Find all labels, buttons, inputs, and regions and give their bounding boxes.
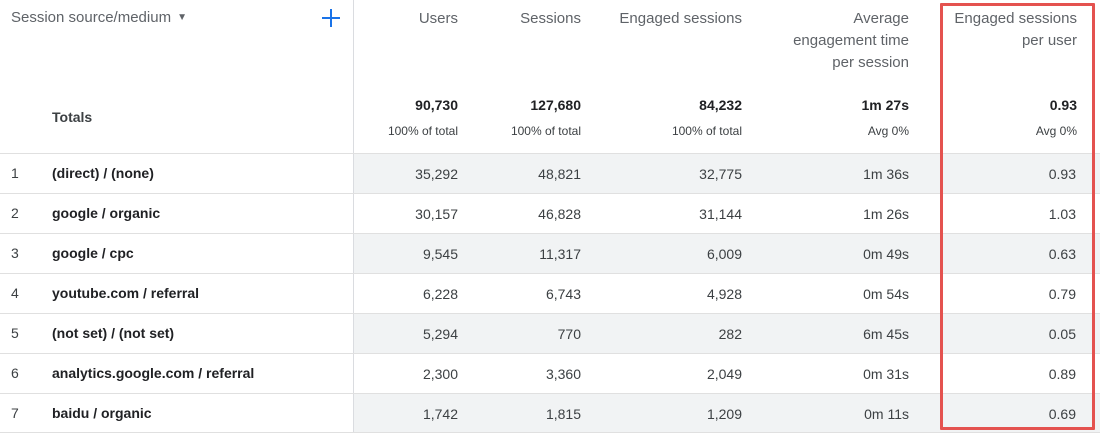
column-title: Average engagement time per session (793, 10, 909, 71)
column-title: Sessions (520, 10, 581, 27)
avg-engagement-cell: 0m 11s (864, 406, 909, 422)
engaged-sessions-cell: 6,009 (706, 246, 742, 262)
avg-engagement-cell: 6m 45s (863, 326, 909, 342)
column-total: 90,730 (415, 97, 458, 113)
row-metric-background (354, 314, 1100, 353)
engaged-sessions-cell: 4,928 (706, 286, 742, 302)
row-index: 3 (11, 245, 19, 261)
row-index: 7 (11, 405, 19, 421)
dimension-cell: 5 (not set) / (not set) (0, 314, 354, 353)
sessions-cell: 11,317 (539, 246, 581, 262)
column-total-sub: 100% of total (387, 124, 458, 138)
row-index: 5 (11, 325, 19, 341)
table-body: 1 (direct) / (none) 35,292 48,821 32,775… (0, 153, 1100, 433)
column-total: 127,680 (530, 97, 581, 113)
dimension-cell: 4 youtube.com / referral (0, 274, 354, 313)
engaged-per-user-cell: 0.05 (1048, 326, 1076, 342)
table-row[interactable]: 4 youtube.com / referral 6,228 6,743 4,9… (0, 273, 1100, 313)
engaged-sessions-cell: 2,049 (706, 366, 742, 382)
dimension-selector[interactable]: Session source/medium ▼ (11, 9, 187, 26)
users-cell: 30,157 (415, 206, 458, 222)
column-header-avg-engagement-time[interactable]: Average engagement time per session 1m 2… (744, 0, 909, 153)
users-cell: 5,294 (422, 326, 458, 342)
table-row[interactable]: 5 (not set) / (not set) 5,294 770 282 6m… (0, 313, 1100, 353)
source-medium-value[interactable]: google / cpc (52, 245, 134, 261)
engaged-sessions-cell: 282 (718, 326, 742, 342)
avg-engagement-cell: 1m 26s (863, 206, 909, 222)
sessions-cell: 770 (557, 326, 581, 342)
users-cell: 9,545 (422, 246, 458, 262)
column-header-users[interactable]: Users 90,730 100% of total (354, 0, 458, 153)
table-row[interactable]: 6 analytics.google.com / referral 2,300 … (0, 353, 1100, 393)
dimension-cell: 7 baidu / organic (0, 394, 354, 433)
engaged-sessions-cell: 1,209 (706, 406, 742, 422)
dropdown-caret-icon: ▼ (177, 12, 187, 23)
dimension-cell: 2 google / organic (0, 194, 354, 233)
engaged-per-user-cell: 0.89 (1048, 366, 1076, 382)
source-medium-value[interactable]: baidu / organic (52, 405, 152, 421)
row-index: 2 (11, 205, 19, 221)
row-metric-background (354, 274, 1100, 313)
column-header-sessions[interactable]: Sessions 127,680 100% of total (460, 0, 581, 153)
row-metric-background (354, 234, 1100, 273)
engaged-per-user-cell: 1.03 (1048, 206, 1076, 222)
users-cell: 6,228 (422, 286, 458, 302)
table-row[interactable]: 7 baidu / organic 1,742 1,815 1,209 0m 1… (0, 393, 1100, 433)
totals-label: Totals (52, 109, 93, 125)
sessions-cell: 1,815 (545, 406, 581, 422)
source-medium-value[interactable]: analytics.google.com / referral (52, 365, 255, 381)
table-header: Session source/medium ▼ Totals Users 90,7… (0, 0, 1100, 153)
engaged-sessions-cell: 31,144 (699, 206, 742, 222)
dimension-header: Session source/medium ▼ Totals (0, 0, 354, 153)
row-index: 6 (11, 365, 19, 381)
sessions-cell: 6,743 (545, 286, 581, 302)
dimension-cell: 1 (direct) / (none) (0, 154, 354, 193)
column-total: 84,232 (699, 97, 742, 113)
users-cell: 2,300 (422, 366, 458, 382)
column-header-engaged-sessions[interactable]: Engaged sessions 84,232 100% of total (583, 0, 742, 153)
row-metric-background (354, 154, 1100, 193)
add-dimension-button[interactable] (318, 5, 344, 31)
column-header-engaged-sessions-per-user[interactable]: Engaged sessions per user 0.93 Avg 0% (911, 0, 1077, 153)
column-title: Engaged sessions per user (954, 10, 1077, 49)
column-total-sub: Avg 0% (1035, 124, 1077, 138)
source-medium-value[interactable]: (not set) / (not set) (52, 325, 175, 341)
column-title: Users (418, 10, 458, 27)
source-medium-value[interactable]: google / organic (52, 205, 161, 221)
column-total: 0.93 (1049, 97, 1077, 113)
row-index: 1 (11, 165, 19, 181)
dimension-cell: 3 google / cpc (0, 234, 354, 273)
row-index: 4 (11, 285, 19, 301)
avg-engagement-cell: 0m 49s (863, 246, 909, 262)
dimension-label: Session source/medium (11, 9, 172, 26)
row-metric-background (354, 394, 1100, 433)
users-cell: 1,742 (422, 406, 458, 422)
engaged-per-user-cell: 0.69 (1048, 406, 1076, 422)
column-total-sub: 100% of total (671, 124, 742, 138)
column-total-sub: Avg 0% (867, 124, 909, 138)
table-row[interactable]: 2 google / organic 30,157 46,828 31,144 … (0, 193, 1100, 233)
row-metric-background (354, 354, 1100, 393)
column-title: Engaged sessions (619, 10, 742, 27)
sessions-cell: 46,828 (538, 206, 581, 222)
source-medium-value[interactable]: youtube.com / referral (52, 285, 200, 301)
avg-engagement-cell: 1m 36s (863, 166, 909, 182)
avg-engagement-cell: 0m 54s (863, 286, 909, 302)
engaged-per-user-cell: 0.79 (1048, 286, 1076, 302)
column-total: 1m 27s (861, 97, 909, 113)
sessions-cell: 3,360 (545, 366, 581, 382)
sessions-cell: 48,821 (538, 166, 581, 182)
table-row[interactable]: 3 google / cpc 9,545 11,317 6,009 0m 49s… (0, 233, 1100, 273)
table-row[interactable]: 1 (direct) / (none) 35,292 48,821 32,775… (0, 153, 1100, 193)
source-medium-value[interactable]: (direct) / (none) (52, 165, 154, 181)
column-total-sub: 100% of total (510, 124, 581, 138)
engaged-per-user-cell: 0.63 (1048, 246, 1076, 262)
avg-engagement-cell: 0m 31s (863, 366, 909, 382)
engaged-sessions-cell: 32,775 (699, 166, 742, 182)
engaged-per-user-cell: 0.93 (1048, 166, 1076, 182)
dimension-cell: 6 analytics.google.com / referral (0, 354, 354, 393)
row-metric-background (354, 194, 1100, 233)
users-cell: 35,292 (415, 166, 458, 182)
